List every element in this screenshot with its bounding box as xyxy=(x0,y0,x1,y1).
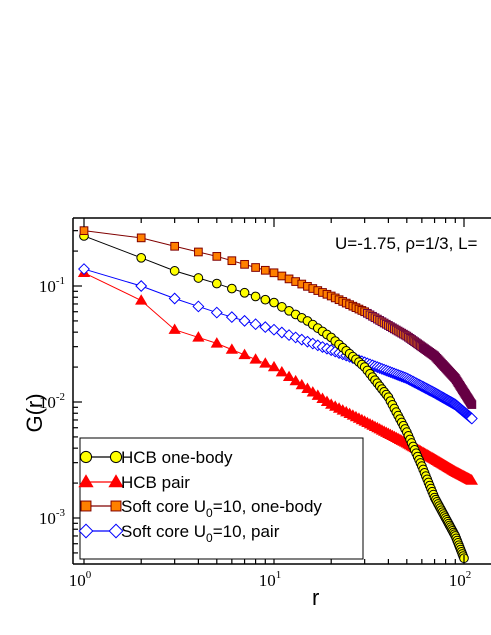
series-3-point xyxy=(227,256,237,266)
series-2-point xyxy=(259,357,272,368)
series-1-point xyxy=(277,302,287,312)
series-2-point xyxy=(289,374,302,386)
series-1-point xyxy=(227,283,237,294)
legend-label: HCB pair xyxy=(121,473,190,492)
series-1-point xyxy=(260,294,271,305)
series-4-point xyxy=(192,300,205,313)
series-2-point xyxy=(135,294,148,305)
series-3-point xyxy=(212,252,222,261)
series-2-point xyxy=(249,353,262,364)
legend-label: HCB one-body xyxy=(121,448,233,467)
series-4-point xyxy=(259,321,272,334)
series-3-point xyxy=(170,241,180,251)
legend-entry: Soft core U0=10, pair xyxy=(78,522,280,545)
series-3-point xyxy=(467,400,477,409)
series-2-point xyxy=(192,331,205,342)
series-2-point xyxy=(238,348,251,360)
series-layer xyxy=(77,226,478,564)
series-1-point xyxy=(250,291,261,302)
legend-box xyxy=(79,437,364,560)
series-3 xyxy=(79,226,477,409)
chart-annotation: U=-1.75, ρ=1/3, L= xyxy=(335,234,478,253)
legend-entry: Soft core U0=10, one-body xyxy=(80,497,322,520)
series-1-point xyxy=(136,252,147,263)
y-tick-label: 10-3 xyxy=(39,507,66,528)
series-2-point xyxy=(275,365,288,377)
x-tick-label: 100 xyxy=(69,569,92,590)
legend-marker xyxy=(109,450,123,464)
series-1-point xyxy=(269,297,279,308)
y-axis-label: G(r) xyxy=(22,393,47,432)
ticks-layer: 100 101 102 10-3 10-2 10-1 xyxy=(39,218,471,590)
series-1-point xyxy=(239,287,250,298)
series-4-point xyxy=(78,263,90,276)
y-tick-label: 10-2 xyxy=(39,391,65,412)
series-1-point xyxy=(193,273,204,283)
series-4-point xyxy=(238,314,251,327)
series-3-point xyxy=(194,247,203,257)
series-2-point xyxy=(282,370,296,382)
series-1-point xyxy=(211,278,222,289)
series-4-point xyxy=(210,306,223,319)
legend-marker xyxy=(79,450,93,464)
series-4-point xyxy=(168,292,181,305)
series-3-point xyxy=(79,226,89,236)
series-2-point xyxy=(295,378,308,390)
series-2-point xyxy=(210,337,223,348)
series-3-point xyxy=(251,263,260,272)
series-4-point xyxy=(135,280,148,292)
series-3-point xyxy=(260,265,270,275)
series-3-point xyxy=(136,233,146,243)
x-tick-label: 101 xyxy=(259,569,282,590)
legend-entry: HCB pair xyxy=(78,473,190,492)
series-1 xyxy=(79,231,469,564)
legend-marker xyxy=(108,474,124,488)
series-4-point xyxy=(465,412,478,425)
legend-label: Soft core U0=10, pair xyxy=(121,522,280,545)
legend-marker xyxy=(78,474,94,488)
series-2-point xyxy=(267,360,281,372)
y-tick-label: 10-1 xyxy=(39,275,65,296)
legend-marker xyxy=(80,500,92,512)
legend-marker xyxy=(110,500,122,512)
series-2-point xyxy=(168,323,181,334)
series-3-point xyxy=(269,268,279,278)
series-2-point xyxy=(465,474,478,485)
x-axis-label: r xyxy=(312,585,319,610)
legend: HCB one-body HCB pair Soft core U0=10, one… xyxy=(78,437,364,560)
series-3-point xyxy=(277,271,287,281)
legend-marker xyxy=(108,523,124,539)
legend-marker xyxy=(78,523,94,539)
series-2-point xyxy=(225,343,238,354)
series-3-point xyxy=(240,259,249,269)
series-4-point xyxy=(225,311,238,324)
x-tick-label: 102 xyxy=(449,569,472,590)
series-1-point xyxy=(169,266,180,276)
series-4-point xyxy=(249,318,262,331)
series-2-point xyxy=(301,382,314,393)
legend-label: Soft core U0=10, one-body xyxy=(121,497,322,520)
legend-entry: HCB one-body xyxy=(79,448,233,467)
